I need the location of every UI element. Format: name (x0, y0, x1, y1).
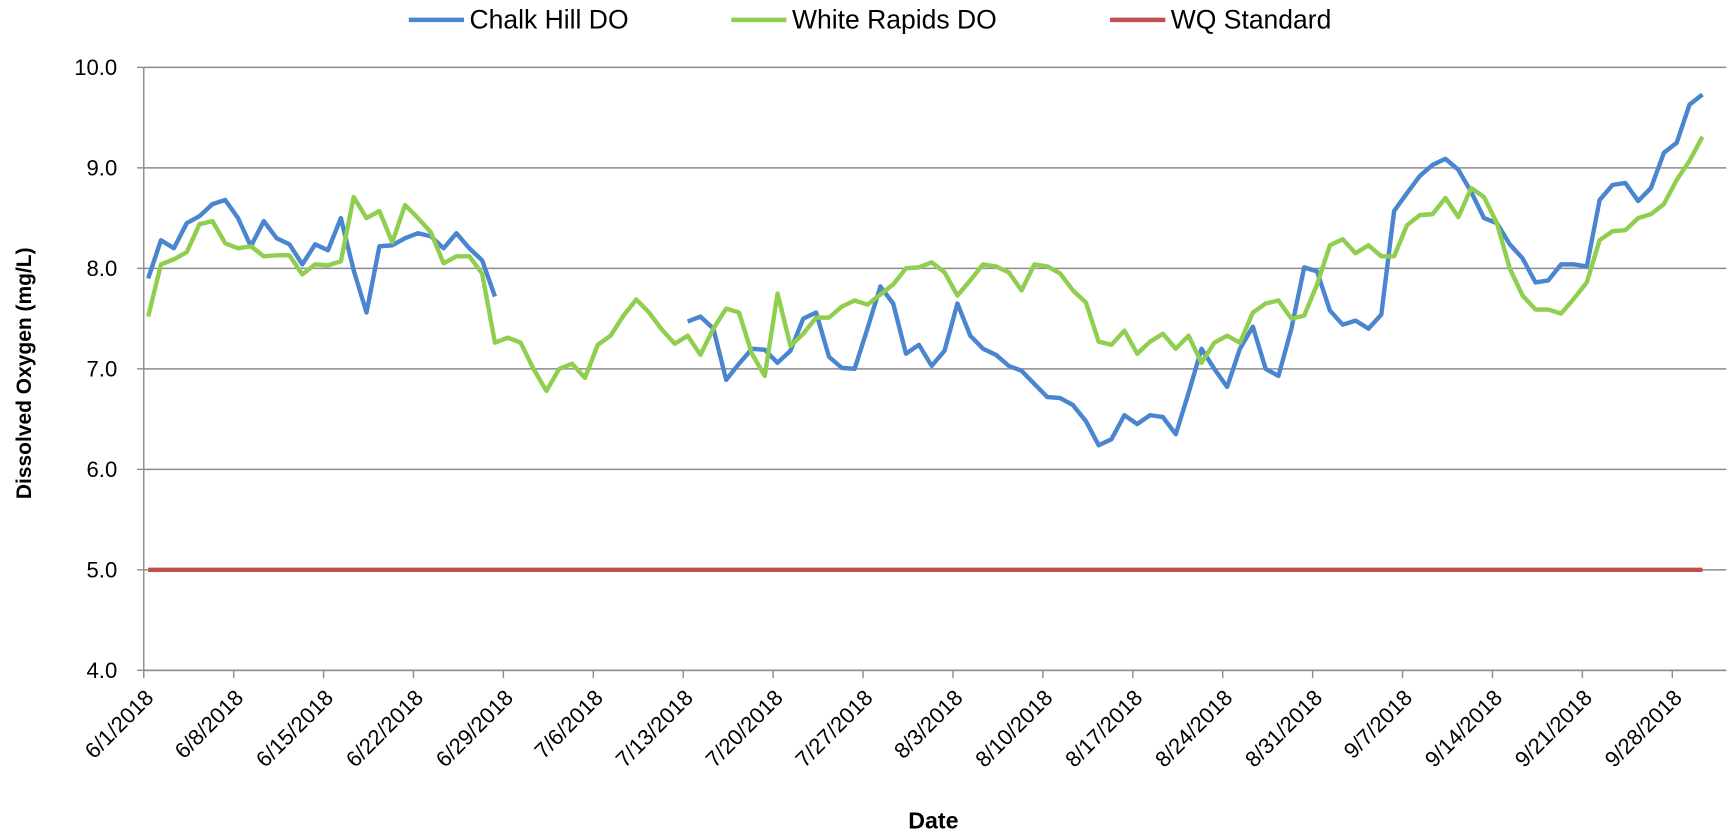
x-tick-label: 6/22/2018 (341, 685, 428, 772)
x-tick-label: 7/20/2018 (701, 685, 788, 772)
x-tick-label: 6/29/2018 (431, 685, 518, 772)
y-tick-label: 8.0 (87, 256, 118, 281)
x-tick-label: 8/24/2018 (1150, 685, 1237, 772)
y-tick-label: 5.0 (87, 558, 118, 583)
x-tick-label: 9/14/2018 (1420, 685, 1507, 772)
y-tick-label: 9.0 (87, 156, 118, 181)
x-tick-label: 6/1/2018 (80, 685, 158, 763)
y-tick-label: 6.0 (87, 457, 118, 482)
legend-label: WQ Standard (1171, 5, 1332, 35)
x-tick-label: 9/28/2018 (1600, 685, 1687, 772)
x-tick-label: 9/7/2018 (1339, 685, 1417, 763)
x-tick-label: 6/8/2018 (170, 685, 248, 763)
x-tick-label: 8/31/2018 (1240, 685, 1327, 772)
series-line (146, 92, 1704, 448)
x-tick-label: 9/21/2018 (1510, 685, 1597, 772)
y-axis-label: Dissolved Oxygen (mg/L) (13, 247, 36, 499)
legend-label: Chalk Hill DO (470, 5, 629, 35)
legend-label: White Rapids DO (792, 5, 997, 35)
x-tick-label: 6/15/2018 (251, 685, 338, 772)
x-tick-label: 7/6/2018 (529, 685, 607, 763)
x-axis-label: Date (908, 807, 958, 833)
y-tick-label: 10.0 (74, 55, 117, 80)
series-line (146, 135, 1705, 394)
x-tick-label: 7/13/2018 (611, 685, 698, 772)
x-tick-label: 8/3/2018 (889, 685, 967, 763)
x-tick-label: 7/27/2018 (791, 685, 878, 772)
x-tick-label: 8/17/2018 (1060, 685, 1147, 772)
y-tick-label: 7.0 (87, 357, 118, 382)
x-tick-label: 8/10/2018 (970, 685, 1057, 772)
y-tick-label: 4.0 (87, 658, 118, 683)
